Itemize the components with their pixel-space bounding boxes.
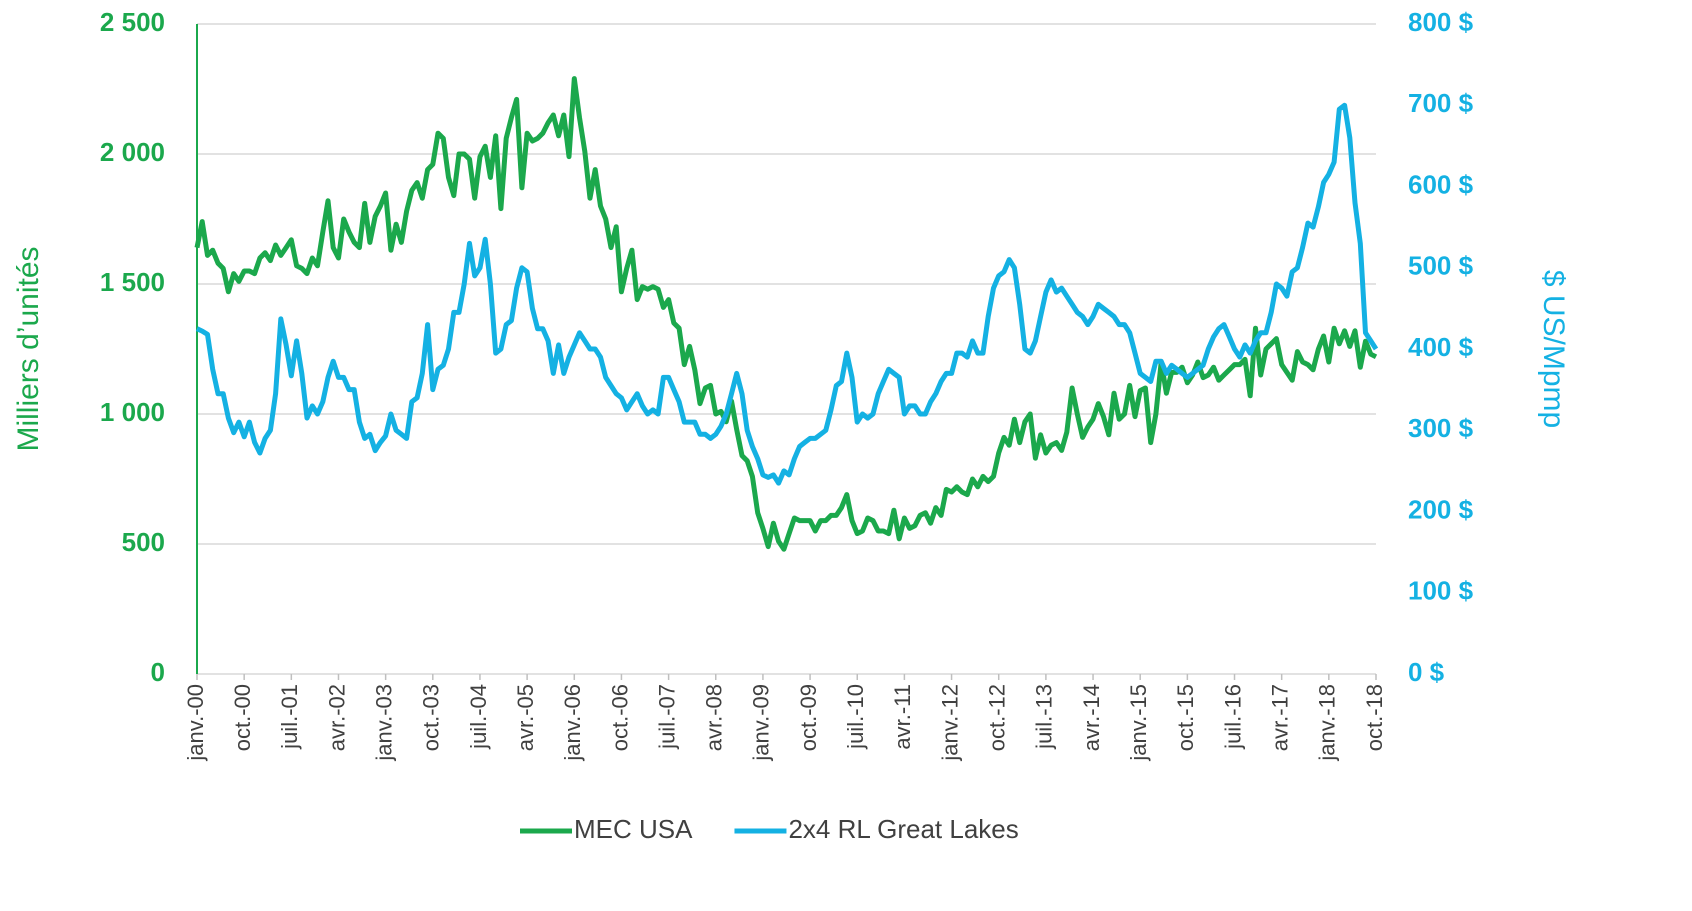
y-tick-label: 2 000 bbox=[100, 137, 165, 167]
x-tick-label: oct.-06 bbox=[607, 684, 632, 751]
y-tick-label: 1 000 bbox=[100, 397, 165, 427]
x-tick-label: juil.-13 bbox=[1032, 684, 1057, 750]
y2-tick-label: 0 $ bbox=[1408, 657, 1445, 687]
series-line bbox=[197, 105, 1376, 483]
x-tick-label: avr.-17 bbox=[1267, 684, 1292, 751]
y2-tick-label: 200 $ bbox=[1408, 494, 1474, 524]
y-tick-label: 2 500 bbox=[100, 7, 165, 37]
y2-axis-title: $ US/Mpmp bbox=[1537, 270, 1570, 428]
x-tick-label: janv.-18 bbox=[1315, 684, 1340, 762]
x-tick-label: juil.-10 bbox=[843, 684, 868, 750]
x-tick-label: juil.-07 bbox=[654, 684, 679, 750]
y-axis-title: Milliers d’unités bbox=[12, 246, 45, 451]
x-tick-label: oct.-18 bbox=[1362, 684, 1387, 751]
x-tick-label: oct.-00 bbox=[230, 684, 255, 751]
x-tick-label: avr.-11 bbox=[890, 684, 915, 750]
x-tick-label: juil.-01 bbox=[277, 684, 302, 750]
legend-label: 2x4 RL Great Lakes bbox=[788, 814, 1018, 844]
x-tick-label: janv.-03 bbox=[371, 684, 396, 762]
y2-tick-label: 400 $ bbox=[1408, 332, 1474, 362]
x-tick-label: janv.-12 bbox=[937, 684, 962, 762]
y-tick-label: 500 bbox=[122, 527, 165, 557]
x-tick-label: janv.-09 bbox=[749, 684, 774, 762]
x-tick-label: avr.-14 bbox=[1079, 684, 1104, 751]
x-tick-label: janv.-00 bbox=[183, 684, 208, 762]
legend-label: MEC USA bbox=[574, 814, 693, 844]
x-tick-label: avr.-05 bbox=[513, 684, 538, 751]
y2-tick-label: 100 $ bbox=[1408, 576, 1474, 606]
series-line bbox=[197, 79, 1376, 550]
x-tick-label: avr.-08 bbox=[702, 684, 727, 751]
x-tick-label: juil.-16 bbox=[1220, 684, 1245, 750]
x-tick-label: avr.-02 bbox=[324, 684, 349, 751]
y-tick-label: 0 bbox=[151, 657, 165, 687]
x-tick-label: janv.-15 bbox=[1126, 684, 1151, 762]
x-tick-label: oct.-12 bbox=[985, 684, 1010, 751]
x-tick-label: janv.-06 bbox=[560, 684, 585, 762]
y2-tick-label: 600 $ bbox=[1408, 169, 1474, 199]
y2-tick-label: 800 $ bbox=[1408, 7, 1474, 37]
x-tick-label: oct.-15 bbox=[1173, 684, 1198, 751]
chart: Milliers d’unités $ US/Mpmp 0 500 1 000 1 5… bbox=[0, 0, 1692, 911]
y2-tick-label: 500 $ bbox=[1408, 251, 1474, 281]
x-tick-label: oct.-03 bbox=[419, 684, 444, 751]
y-tick-label: 1 500 bbox=[100, 267, 165, 297]
x-tick-label: juil.-04 bbox=[466, 684, 491, 750]
x-tick-label: oct.-09 bbox=[796, 684, 821, 751]
y2-tick-label: 700 $ bbox=[1408, 88, 1474, 118]
y2-tick-label: 300 $ bbox=[1408, 413, 1474, 443]
